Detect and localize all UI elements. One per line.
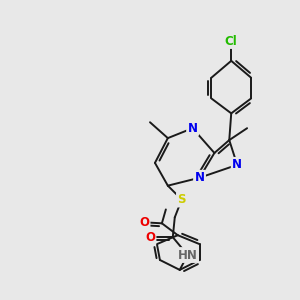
Text: N: N (188, 122, 198, 135)
Text: N: N (194, 171, 205, 184)
Text: HN: HN (178, 248, 198, 262)
Text: N: N (232, 158, 242, 171)
Text: S: S (178, 193, 186, 206)
Text: O: O (139, 216, 149, 229)
Text: Cl: Cl (225, 34, 238, 47)
Text: O: O (145, 231, 155, 244)
